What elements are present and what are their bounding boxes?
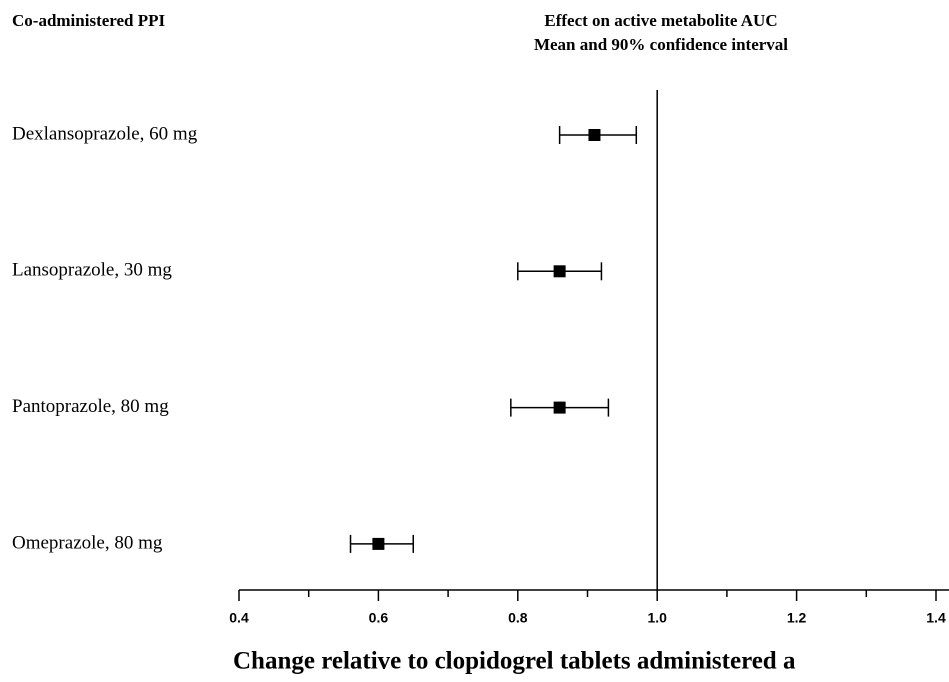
x-tick-label: 1.2: [787, 610, 807, 626]
mean-marker: [553, 265, 566, 278]
category-label: Lansoprazole, 30 mg: [12, 260, 172, 281]
x-axis-title: Change relative to clopidogrel tablets a…: [233, 648, 796, 675]
x-tick-label: 0.8: [508, 610, 528, 626]
chart-subtitle: Mean and 90% confidence interval: [534, 35, 788, 54]
mean-marker: [588, 129, 601, 141]
x-tick-label: 0.6: [369, 610, 389, 626]
category-label: Pantoprazole, 80 mg: [12, 396, 169, 417]
x-tick-label: 1.4: [926, 610, 946, 626]
category-label: Dexlansoprazole, 60 mg: [12, 123, 198, 144]
mean-marker: [553, 401, 566, 414]
x-tick-label: 1.0: [647, 610, 667, 626]
column-header: Co-administered PPI: [12, 11, 166, 30]
chart-title: Effect on active metabolite AUC: [544, 11, 777, 30]
x-tick-label: 0.4: [229, 610, 249, 626]
mean-marker: [372, 537, 385, 550]
category-label: Omeprazole, 80 mg: [12, 532, 163, 553]
